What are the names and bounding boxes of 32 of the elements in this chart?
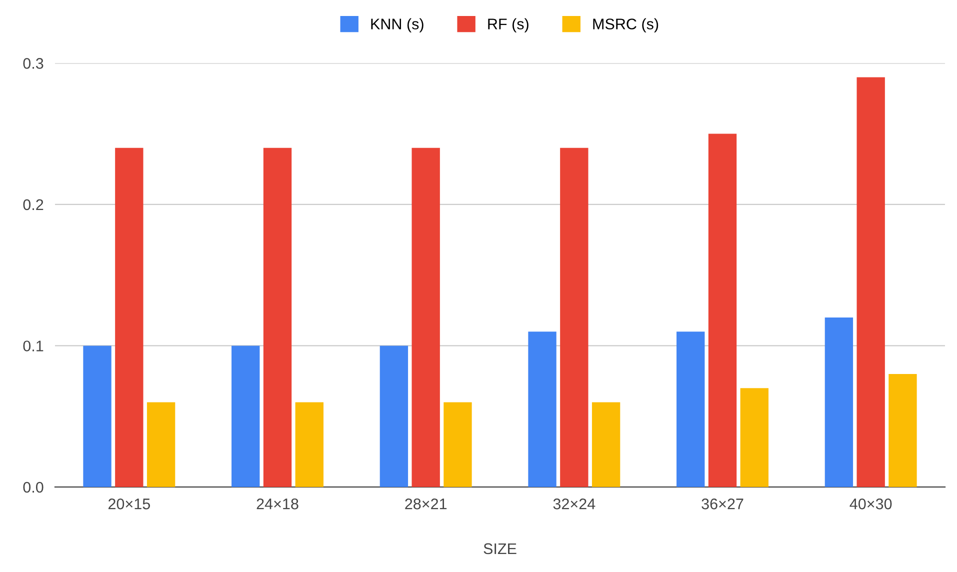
bar (232, 346, 260, 487)
y-tick-label: 0.3 (23, 58, 44, 69)
bar (888, 374, 917, 487)
x-tick-label: 24×18 (256, 498, 298, 510)
legend-label: KNN (s) (371, 18, 424, 32)
bar (412, 148, 440, 487)
bar (592, 402, 620, 487)
bar (560, 148, 588, 487)
bar (676, 332, 705, 487)
bar (263, 148, 292, 487)
bar (83, 346, 112, 487)
x-tick-label: 40×30 (850, 498, 892, 510)
x-tick-label: 36×27 (702, 498, 744, 510)
legend-label: RF (s) (488, 18, 528, 32)
x-tick-label: 20×15 (108, 498, 150, 510)
y-tick-label: 0.0 (23, 482, 44, 493)
bar (295, 402, 324, 487)
bar (856, 77, 885, 487)
y-tick-label: 0.1 (23, 340, 44, 352)
bar (380, 346, 408, 487)
bar (115, 148, 144, 487)
legend-label: MSRC (s) (593, 18, 658, 32)
x-axis-title: SIZE (484, 543, 516, 554)
x-tick-label: 28×21 (405, 498, 447, 510)
x-tick-label: 32×24 (553, 498, 596, 510)
bar (444, 402, 472, 487)
bar (740, 388, 768, 487)
bar (528, 332, 556, 487)
bar (146, 402, 176, 487)
bar (708, 134, 737, 487)
y-tick-label: 0.2 (23, 199, 44, 210)
bar (824, 317, 854, 487)
